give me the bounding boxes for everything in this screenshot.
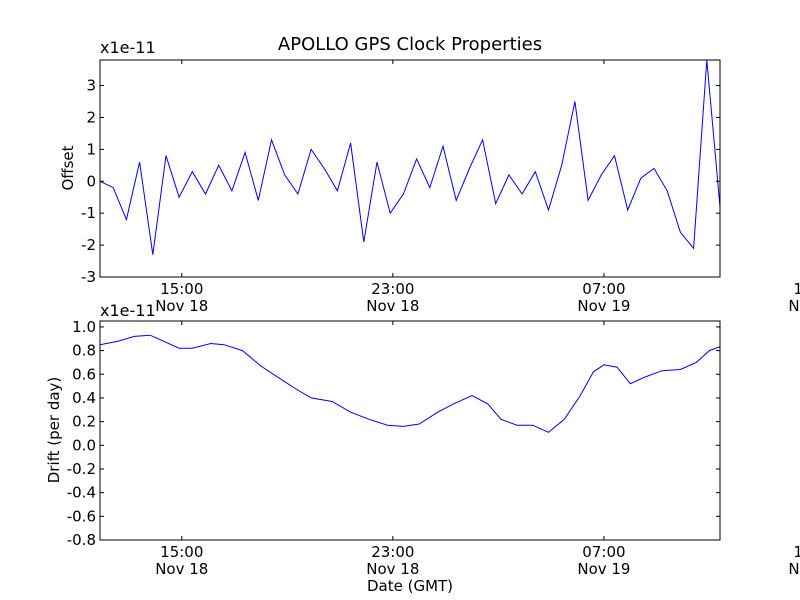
offset-y-tick-label: 0 <box>86 172 96 190</box>
drift-y-tick-label: 0.4 <box>72 389 96 407</box>
offset-x-tick-time-label: 15:00 <box>793 280 800 298</box>
drift-y-tick-label: -0.2 <box>67 460 96 478</box>
drift-y-tick-label: 0.8 <box>72 342 96 360</box>
drift-y-tick-label: 0.0 <box>72 436 96 454</box>
drift-x-tick-date-label: Nov 18 <box>155 560 208 578</box>
offset-y-axis-label: Offset <box>59 145 77 190</box>
offset-x-tick-time-label: 15:00 <box>160 280 203 298</box>
x-axis-label: Date (GMT) <box>367 577 453 595</box>
drift-x-tick-date-label: Nov 19 <box>788 560 800 578</box>
offset-axes-frame <box>99 59 721 278</box>
offset-series-line-0 <box>100 60 720 255</box>
offset-y-tick-label: -1 <box>81 204 96 222</box>
drift-y-tick-label: 1.0 <box>72 318 96 336</box>
offset-x-tick-date-label: Nov 19 <box>788 297 800 315</box>
drift-x-tick-time-label: 07:00 <box>582 543 625 561</box>
drift-axes-frame <box>99 320 721 541</box>
drift-y-axis-label: Drift (per day) <box>45 377 63 484</box>
drift-x-tick-time-label: 23:00 <box>371 543 414 561</box>
offset-y-tick-label: -3 <box>81 268 96 286</box>
offset-y-tick-label: 3 <box>86 77 96 95</box>
offset-x-tick-date-label: Nov 19 <box>577 297 630 315</box>
drift-x-tick-date-label: Nov 18 <box>366 560 419 578</box>
drift-y-tick-label: 0.2 <box>72 413 96 431</box>
offset-y-tick-label: -2 <box>81 236 96 254</box>
offset-x-tick-time-label: 07:00 <box>582 280 625 298</box>
drift-y-tick-label: -0.8 <box>67 531 96 549</box>
drift-y-tick-label: 0.6 <box>72 365 96 383</box>
offset-exponent-label: x1e-11 <box>100 38 156 57</box>
offset-x-tick-time-label: 23:00 <box>371 280 414 298</box>
drift-x-tick-time-label: 15:00 <box>160 543 203 561</box>
offset-y-tick-label: 2 <box>86 108 96 126</box>
drift-series-line-0 <box>100 334 720 433</box>
drift-exponent-label: x1e-11 <box>100 301 156 320</box>
drift-y-tick-label: -0.6 <box>67 507 96 525</box>
drift-x-tick-date-label: Nov 19 <box>577 560 630 578</box>
drift-y-tick-label: -0.4 <box>67 484 96 502</box>
drift-x-tick-time-label: 15:00 <box>793 543 800 561</box>
offset-x-tick-date-label: Nov 18 <box>366 297 419 315</box>
offset-x-tick-date-label: Nov 18 <box>155 297 208 315</box>
offset-y-tick-label: 1 <box>86 140 96 158</box>
chart-title: APOLLO GPS Clock Properties <box>278 34 542 55</box>
drift-panel: x1e-11 Drift (per day) -0.8 -0.6 -0.4 -0.2 0… <box>45 301 800 578</box>
